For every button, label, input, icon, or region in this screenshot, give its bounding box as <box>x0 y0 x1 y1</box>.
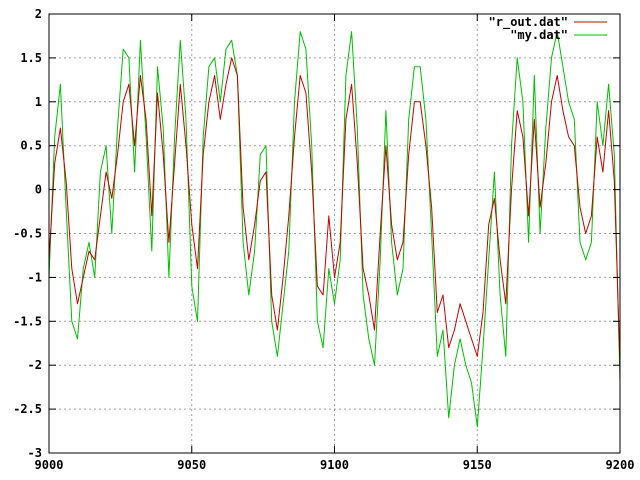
legend-label: "r_out.dat" <box>489 15 568 30</box>
x-tick-label: 9100 <box>320 458 349 472</box>
y-tick-label: 2 <box>35 7 42 21</box>
tick-marks <box>48 13 621 454</box>
y-tick-label: -3 <box>28 446 42 460</box>
x-tick-label: 9200 <box>606 458 635 472</box>
x-tick-label: 9150 <box>463 458 492 472</box>
series-layer <box>48 31 621 428</box>
y-tick-label: -2.5 <box>13 402 42 416</box>
y-tick-label: -2 <box>28 358 42 372</box>
x-tick-label: 9000 <box>35 458 64 472</box>
series-line <box>48 57 621 366</box>
y-tick-label: -0.5 <box>13 227 42 241</box>
x-tick-label: 9050 <box>177 458 206 472</box>
legend-label: "my.dat" <box>510 28 568 42</box>
y-tick-label: 1.5 <box>20 51 42 65</box>
grid-lines <box>49 14 620 453</box>
y-tick-label: 0 <box>35 183 42 197</box>
y-tick-label: -1.5 <box>13 314 42 328</box>
y-tick-labels: -3 -2.5 -2 -1.5 -1 -0.5 0 0.5 1 1.5 2 <box>13 7 42 460</box>
legend: "r_out.dat""my.dat" <box>489 15 607 42</box>
y-tick-label: -1 <box>28 270 42 284</box>
x-tick-labels: 9000 9050 9100 9150 9200 <box>35 458 635 472</box>
y-tick-label: 1 <box>35 95 42 109</box>
y-tick-label: 0.5 <box>20 139 42 153</box>
